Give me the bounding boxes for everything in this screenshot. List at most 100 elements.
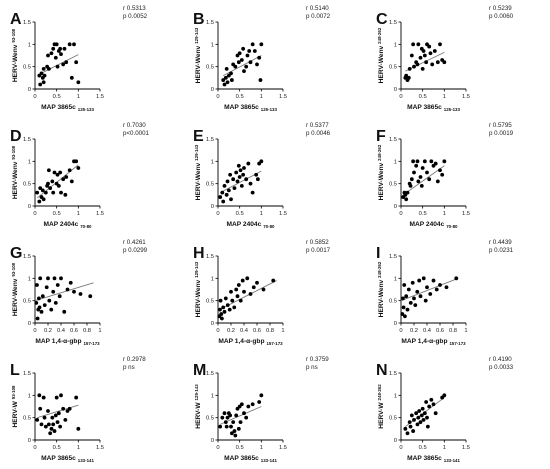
y-tick-label: 0 <box>211 87 214 93</box>
y-axis-label-main: HERV-Wenv <box>195 279 202 317</box>
y-axis-label: HERV-W129-143 <box>194 384 202 429</box>
data-point <box>232 305 237 310</box>
x-axis-label-main: MAP 3865c <box>41 455 76 462</box>
data-point <box>438 283 442 287</box>
data-point <box>63 418 68 422</box>
data-point <box>46 181 50 186</box>
r-value-label: r 0.5377 <box>306 122 329 129</box>
data-point <box>69 179 74 184</box>
y-tick-label: 0 <box>394 321 397 327</box>
y-axis-label-subscript: 93-108 <box>11 145 16 159</box>
data-point <box>432 49 437 53</box>
data-point <box>422 159 427 164</box>
x-axis-label: MAP 2404c 70-80 <box>227 221 275 229</box>
data-point <box>440 172 445 177</box>
y-tick-label: 1.5 <box>389 20 397 26</box>
data-point <box>400 312 405 316</box>
data-point <box>241 172 246 177</box>
data-point <box>422 411 427 416</box>
data-point <box>59 276 63 281</box>
x-tick-label: 0 <box>216 211 219 217</box>
data-point <box>218 195 223 199</box>
x-tick-label: 1 <box>98 328 101 334</box>
data-point <box>401 296 405 301</box>
y-axis-label: HERV-Wenv 93-108 <box>11 28 19 82</box>
y-axis-label-main: HERV-W <box>195 402 202 429</box>
y-tick-label: 0 <box>28 321 31 327</box>
data-point <box>58 424 63 429</box>
y-axis-label: HERV-W93-108 <box>11 385 19 427</box>
data-point <box>416 415 421 420</box>
data-point <box>34 301 39 305</box>
x-tick-label: 0 <box>216 445 219 451</box>
data-point <box>46 53 50 58</box>
r-value-label: r 0.5313 <box>123 5 146 12</box>
panel-letter: I <box>376 245 380 262</box>
r-value-label: r 0.4439 <box>489 239 512 246</box>
data-point <box>420 166 425 170</box>
y-tick-label: 0 <box>211 321 214 327</box>
data-point <box>246 161 251 166</box>
data-point <box>76 166 81 170</box>
x-tick-label: 0 <box>33 445 36 451</box>
x-tick-label: 1 <box>443 94 446 100</box>
data-point <box>254 172 259 177</box>
data-point <box>242 289 246 294</box>
data-point <box>239 184 244 188</box>
data-point <box>244 415 249 420</box>
data-point <box>234 287 239 292</box>
x-axis-label: MAP 3865c 125-133 <box>41 104 94 112</box>
y-tick-label: 1.5 <box>389 254 397 260</box>
x-tick-label: 0.2 <box>44 328 52 334</box>
y-tick-label: 0.5 <box>389 65 397 71</box>
x-axis-label-subscript: 133-141 <box>261 458 278 463</box>
data-point <box>411 429 416 433</box>
x-axis-label: MAP 3865c 133-141 <box>407 455 460 463</box>
x-tick-label: 0 <box>216 94 219 100</box>
data-point <box>37 305 42 310</box>
data-point <box>52 429 57 433</box>
data-point <box>40 188 45 193</box>
panel-letter: L <box>10 362 20 379</box>
x-axis-label-subscript: 125-133 <box>78 107 95 112</box>
x-tick-label: 0 <box>33 94 36 100</box>
regression-line <box>402 165 445 196</box>
data-point <box>42 415 47 420</box>
regression-line <box>400 277 459 302</box>
data-point <box>418 294 423 299</box>
y-axis-label: HERV-Wenv 93-108 <box>11 262 19 316</box>
x-tick-label: 0.6 <box>70 328 78 334</box>
data-point <box>415 159 420 164</box>
data-point <box>74 60 79 65</box>
data-point <box>255 62 259 67</box>
y-tick-label: 0 <box>211 438 214 444</box>
y-tick-label: 1.5 <box>206 137 214 143</box>
p-value-label: p 0.0046 <box>306 130 331 137</box>
data-point <box>429 159 434 164</box>
y-tick-label: 1 <box>394 276 397 282</box>
data-point <box>259 42 264 47</box>
y-axis-label: HERV-Wenv129-143 <box>194 144 202 200</box>
data-point <box>261 287 266 292</box>
data-point <box>240 278 245 283</box>
x-tick-label: 0.5 <box>236 211 244 217</box>
data-point <box>233 433 238 438</box>
data-point <box>250 190 255 195</box>
data-point <box>238 168 243 173</box>
y-tick-label: 1.5 <box>23 137 31 143</box>
data-point <box>50 415 55 420</box>
y-axis-label-main: HERV-W <box>378 402 385 429</box>
data-point <box>224 424 229 429</box>
data-point <box>408 184 413 188</box>
x-axis-label: MAP 1,4-α-gbp 157-173 <box>218 338 283 346</box>
y-tick-label: 0.5 <box>206 65 214 71</box>
data-point <box>67 406 72 411</box>
x-tick-label: 0.4 <box>423 328 432 334</box>
y-tick-label: 1 <box>28 276 31 282</box>
data-point <box>39 71 44 76</box>
x-tick-label: 0.5 <box>53 445 61 451</box>
data-point <box>409 177 414 182</box>
data-point <box>257 55 262 60</box>
y-tick-label: 1.5 <box>23 371 31 377</box>
